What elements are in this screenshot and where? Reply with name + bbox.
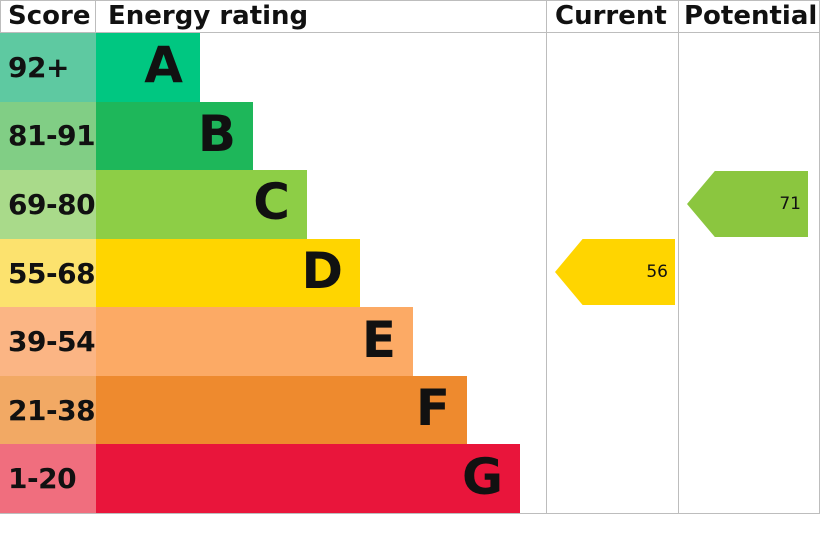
header-score: Score — [0, 1, 96, 32]
band-row-c: 69-80 C — [0, 170, 520, 239]
table-bottom-border — [0, 513, 820, 514]
divider-current-column — [546, 0, 547, 513]
rating-bar-d: D — [96, 238, 360, 308]
header-current: Current — [546, 1, 678, 32]
table-header: Score Energy rating Current Potential — [0, 0, 820, 33]
rating-bands: 92+ A 81-91 B 69-80 C 55-68 D 39-54 — [0, 33, 520, 514]
header-energy-rating: Energy rating — [108, 1, 309, 31]
rating-bar-c: C — [96, 170, 307, 239]
divider-potential-column — [678, 0, 679, 513]
score-range-d: 55-68 — [0, 238, 96, 308]
score-range-g: 1-20 — [0, 444, 96, 514]
rating-bar-b: B — [96, 101, 253, 171]
rating-letter-f: F — [415, 379, 450, 438]
band-row-b: 81-91 B — [0, 101, 520, 171]
rating-bar-a: A — [96, 33, 200, 102]
header-potential: Potential — [678, 1, 820, 32]
band-row-e: 39-54 E — [0, 307, 520, 376]
rating-letter-c: C — [253, 173, 290, 232]
band-row-f: 21-38 F — [0, 375, 520, 445]
band-row-a: 92+ A — [0, 33, 520, 102]
current-rating-arrow: 56 — [555, 239, 675, 305]
rating-bar-e: E — [96, 307, 413, 376]
rating-letter-b: B — [197, 104, 236, 163]
band-row-g: 1-20 G — [0, 444, 520, 514]
current-rating-value: 56 — [646, 262, 668, 282]
rating-letter-a: A — [144, 36, 183, 95]
potential-rating-value: 71 — [779, 194, 801, 214]
rating-letter-e: E — [361, 310, 396, 369]
potential-rating-arrow: 71 — [687, 171, 808, 237]
score-range-f: 21-38 — [0, 375, 96, 445]
rating-bar-f: F — [96, 375, 467, 445]
band-row-d: 55-68 D — [0, 238, 520, 308]
score-range-e: 39-54 — [0, 307, 96, 376]
score-range-b: 81-91 — [0, 101, 96, 171]
score-range-c: 69-80 — [0, 170, 96, 239]
rating-letter-d: D — [301, 242, 343, 301]
rating-letter-g: G — [461, 447, 503, 506]
score-range-a: 92+ — [0, 33, 96, 102]
rating-bar-g: G — [96, 444, 520, 514]
